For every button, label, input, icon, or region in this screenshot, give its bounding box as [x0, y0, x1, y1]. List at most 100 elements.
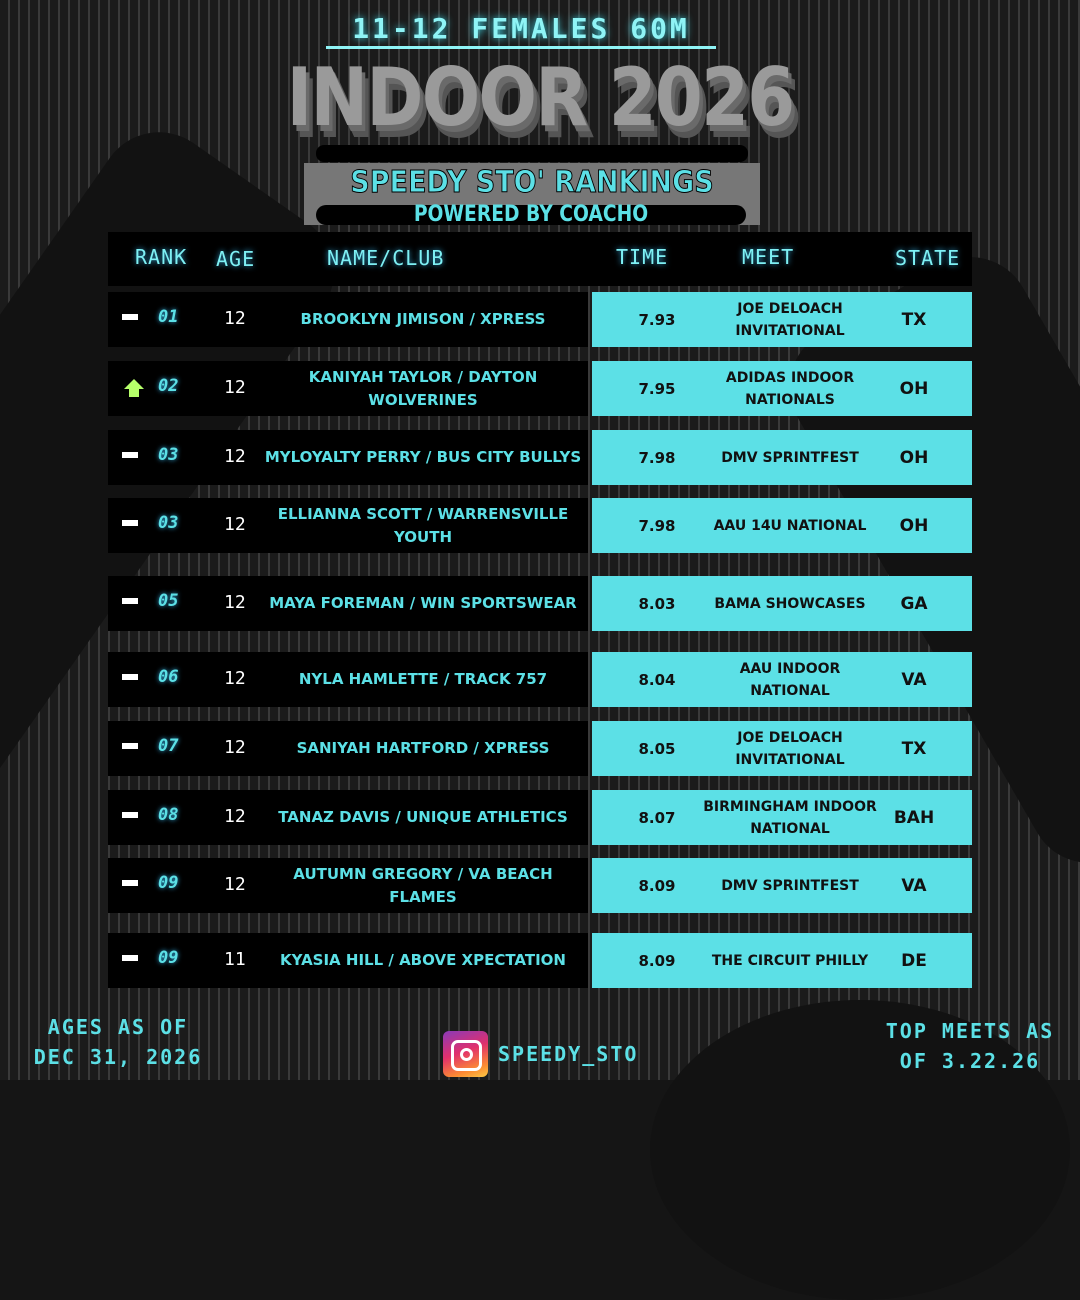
dash-icon: [122, 955, 138, 961]
time: 7.93: [638, 310, 676, 329]
ages-note: AGES AS OF DEC 31, 2026: [18, 1012, 218, 1072]
divider: [316, 205, 746, 225]
state: OH: [899, 447, 929, 468]
row-left: 06 12 NYLA HAMLETTE / TRACK 757: [108, 652, 588, 707]
table-row: 09 11 KYASIA HILL / ABOVE XPECTATION 8.0…: [108, 933, 972, 988]
meets-note: TOP MEETS AS OF 3.22.26: [870, 1016, 1070, 1076]
meet: JOE DELOACH INVITATIONAL: [735, 729, 845, 768]
rank: 08: [158, 805, 179, 825]
col-name: NAME/CLUB: [327, 246, 445, 270]
state: VA: [901, 875, 927, 896]
row-left: 09 11 KYASIA HILL / ABOVE XPECTATION: [108, 933, 588, 988]
col-age: AGE: [216, 247, 256, 271]
table-row: 09 12 AUTUMN GREGORY / VA BEACH FLAMES 8…: [108, 858, 972, 913]
meet: JOE DELOACH INVITATIONAL: [735, 300, 845, 339]
time: 7.98: [638, 516, 676, 535]
ages-note-line1: AGES AS OF: [47, 1015, 189, 1039]
row-left: 02 12 KANIYAH TAYLOR / DAYTON WOLVERINES: [108, 361, 588, 416]
rank: 09: [158, 873, 179, 893]
meet: DMV SPRINTFEST: [721, 877, 859, 894]
row-right: 8.03 BAMA SHOWCASES GA: [592, 576, 972, 631]
dash-icon: [122, 520, 138, 526]
row-right: 7.98 AAU 14U NATIONAL OH: [592, 498, 972, 553]
athlete-club: MYLOYALTY PERRY / BUS CITY BULLYS: [264, 448, 582, 466]
state: OH: [899, 378, 929, 399]
powered-by: POWERED BY COACHO: [413, 202, 649, 227]
age: 12: [224, 874, 246, 895]
event-subtitle: 11-12 FEMALES 60M: [326, 12, 716, 49]
meet: AAU 14U NATIONAL: [713, 517, 867, 534]
rank: 07: [158, 736, 179, 756]
dash-icon: [122, 812, 138, 818]
state: GA: [900, 593, 928, 614]
row-left: 05 12 MAYA FOREMAN / WIN SPORTSWEAR: [108, 576, 588, 631]
time: 8.09: [638, 951, 676, 970]
age: 12: [224, 446, 246, 467]
col-time: TIME: [616, 245, 669, 269]
table-row: 01 12 BROOKLYN JIMISON / XPRESS 7.93 JOE…: [108, 292, 972, 347]
row-right: 8.04 AAU INDOOR NATIONAL VA: [592, 652, 972, 707]
table-row: 03 12 ELLIANNA SCOTT / WARRENSVILLE YOUT…: [108, 498, 972, 553]
instagram-handle[interactable]: SPEEDY_STO: [498, 1042, 639, 1066]
meet: BAMA SHOWCASES: [714, 595, 866, 612]
athlete-club: KANIYAH TAYLOR / DAYTON WOLVERINES: [308, 367, 538, 409]
table-row: 02 12 KANIYAH TAYLOR / DAYTON WOLVERINES…: [108, 361, 972, 416]
age: 12: [224, 592, 246, 613]
athlete-club: KYASIA HILL / ABOVE XPECTATION: [280, 951, 566, 969]
dash-icon: [122, 743, 138, 749]
row-left: 03 12 ELLIANNA SCOTT / WARRENSVILLE YOUT…: [108, 498, 588, 553]
state: TX: [901, 738, 927, 759]
age: 12: [224, 514, 246, 535]
dash-icon: [122, 674, 138, 680]
ages-note-line2: DEC 31, 2026: [33, 1045, 203, 1069]
age: 11: [224, 949, 246, 970]
meet: DMV SPRINTFEST: [721, 449, 859, 466]
row-right: 7.93 JOE DELOACH INVITATIONAL TX: [592, 292, 972, 347]
page-title: INDOOR 2026: [286, 51, 795, 144]
athlete-club: BROOKLYN JIMISON / XPRESS: [300, 310, 546, 328]
rank: 01: [158, 307, 179, 327]
state: OH: [899, 515, 929, 536]
athlete-club: MAYA FOREMAN / WIN SPORTSWEAR: [269, 594, 577, 612]
table-row: 08 12 TANAZ DAVIS / UNIQUE ATHLETICS 8.0…: [108, 790, 972, 845]
arrow-up-icon: [124, 379, 144, 397]
row-right: 8.09 DMV SPRINTFEST VA: [592, 858, 972, 913]
meet: BIRMINGHAM INDOOR NATIONAL: [703, 798, 877, 837]
state: TX: [901, 309, 927, 330]
row-left: 08 12 TANAZ DAVIS / UNIQUE ATHLETICS: [108, 790, 588, 845]
col-meet: MEET: [742, 245, 795, 269]
meets-note-line1: TOP MEETS AS: [885, 1019, 1055, 1043]
row-left: 03 12 MYLOYALTY PERRY / BUS CITY BULLYS: [108, 430, 588, 485]
time: 8.07: [638, 808, 676, 827]
state: VA: [901, 669, 927, 690]
table-row: 07 12 SANIYAH HARTFORD / XPRESS 8.05 JOE…: [108, 721, 972, 776]
meet: ADIDAS INDOOR NATIONALS: [725, 369, 855, 408]
rank: 05: [158, 591, 179, 611]
rank: 03: [158, 513, 179, 533]
row-left: 07 12 SANIYAH HARTFORD / XPRESS: [108, 721, 588, 776]
table-header: RANK AGE NAME/CLUB TIME MEET STATE: [108, 232, 972, 286]
meets-note-line2: OF 3.22.26: [899, 1049, 1041, 1073]
dash-icon: [122, 880, 138, 886]
table-row: 06 12 NYLA HAMLETTE / TRACK 757 8.04 AAU…: [108, 652, 972, 707]
athlete-club: SANIYAH HARTFORD / XPRESS: [296, 739, 550, 757]
row-right: 8.07 BIRMINGHAM INDOOR NATIONAL BAH: [592, 790, 972, 845]
row-right: 7.98 DMV SPRINTFEST OH: [592, 430, 972, 485]
table-row: 05 12 MAYA FOREMAN / WIN SPORTSWEAR 8.03…: [108, 576, 972, 631]
athlete-club: AUTUMN GREGORY / VA BEACH FLAMES: [293, 864, 553, 906]
meet: AAU INDOOR NATIONAL: [739, 660, 841, 699]
row-left: 01 12 BROOKLYN JIMISON / XPRESS: [108, 292, 588, 347]
dash-icon: [122, 598, 138, 604]
row-right: 8.09 THE CIRCUIT PHILLY DE: [592, 933, 972, 988]
time: 8.04: [638, 670, 676, 689]
instagram-icon: [443, 1031, 488, 1077]
age: 12: [224, 308, 246, 329]
row-right: 7.95 ADIDAS INDOOR NATIONALS OH: [592, 361, 972, 416]
row-right: 8.05 JOE DELOACH INVITATIONAL TX: [592, 721, 972, 776]
athlete-club: NYLA HAMLETTE / TRACK 757: [298, 670, 548, 688]
athlete-club: TANAZ DAVIS / UNIQUE ATHLETICS: [278, 808, 568, 826]
dash-icon: [122, 452, 138, 458]
rank: 02: [158, 376, 179, 396]
age: 12: [224, 377, 246, 398]
divider: [316, 145, 748, 162]
